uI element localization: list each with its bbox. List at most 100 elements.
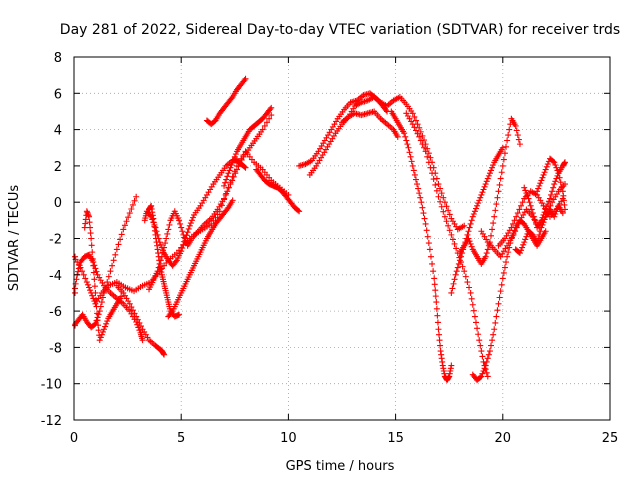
data-point xyxy=(434,319,441,326)
data-point xyxy=(503,259,510,266)
data-point xyxy=(483,178,490,185)
data-point xyxy=(101,289,108,296)
data-point xyxy=(543,203,550,210)
data-point xyxy=(222,179,229,186)
data-point xyxy=(514,132,521,139)
data-point xyxy=(91,276,98,283)
x-tick-label-0: 0 xyxy=(70,431,78,446)
data-point xyxy=(467,289,474,296)
y-tick-label-2: 2 xyxy=(54,160,62,175)
data-point xyxy=(161,244,168,251)
data-point xyxy=(489,337,496,344)
data-point xyxy=(105,273,112,280)
data-point xyxy=(542,166,549,173)
data-point xyxy=(72,285,78,292)
data-point xyxy=(91,283,98,290)
data-point xyxy=(477,374,484,381)
data-point xyxy=(474,202,481,209)
data-point xyxy=(87,287,94,294)
data-point xyxy=(486,170,493,177)
series-arc-19 xyxy=(456,115,523,267)
data-point xyxy=(468,243,475,250)
data-point xyxy=(176,311,183,318)
data-point xyxy=(473,319,479,326)
data-point xyxy=(528,206,535,213)
y-tick-label--8: -8 xyxy=(49,341,62,356)
data-point xyxy=(182,237,189,244)
data-point xyxy=(501,264,508,271)
series-arc-8 xyxy=(146,202,183,320)
data-point xyxy=(540,171,547,178)
data-point xyxy=(72,253,78,260)
data-point xyxy=(448,231,455,238)
data-point xyxy=(438,203,445,210)
data-point xyxy=(544,201,551,208)
data-point xyxy=(538,177,545,184)
data-point xyxy=(90,269,97,276)
data-point xyxy=(461,268,468,275)
data-point xyxy=(84,281,91,288)
data-point xyxy=(488,232,495,239)
data-point xyxy=(267,106,274,113)
data-point xyxy=(541,216,548,223)
series-arc-11 xyxy=(221,104,275,189)
data-point xyxy=(138,323,144,330)
data-point xyxy=(92,289,99,296)
data-point xyxy=(430,176,437,183)
data-point xyxy=(136,327,143,334)
data-point xyxy=(440,194,447,201)
data-point xyxy=(470,307,477,314)
data-point xyxy=(455,260,462,267)
data-point xyxy=(513,224,520,231)
x-tick-label-5: 5 xyxy=(177,431,185,446)
data-point xyxy=(452,271,459,278)
data-point xyxy=(415,185,422,192)
data-point xyxy=(543,163,550,170)
data-point xyxy=(128,304,135,311)
data-point xyxy=(475,200,482,207)
data-point xyxy=(492,319,499,326)
data-point xyxy=(482,362,489,369)
data-point xyxy=(525,195,532,202)
data-point xyxy=(518,202,525,209)
data-point xyxy=(434,312,441,319)
y-tick-label-8: 8 xyxy=(54,51,62,66)
series-arc-16 xyxy=(388,108,455,384)
data-point xyxy=(466,224,473,231)
data-point xyxy=(561,159,568,166)
data-points xyxy=(72,75,568,384)
data-point xyxy=(121,222,128,229)
data-point xyxy=(224,173,231,180)
data-point xyxy=(176,217,183,224)
data-point xyxy=(550,158,557,165)
data-point xyxy=(476,197,483,204)
data-point xyxy=(498,281,505,288)
data-point xyxy=(225,170,232,177)
data-point xyxy=(445,222,452,229)
data-point xyxy=(542,228,549,235)
data-point xyxy=(491,326,498,333)
data-point xyxy=(98,299,105,306)
data-point xyxy=(483,369,490,376)
data-point xyxy=(230,156,237,163)
data-point xyxy=(417,137,424,144)
data-point xyxy=(555,170,562,177)
chart-title: Day 281 of 2022, Sidereal Day-to-day VTE… xyxy=(60,22,620,38)
data-point xyxy=(470,210,477,217)
data-point xyxy=(425,150,432,157)
x-tick-label-15: 15 xyxy=(387,431,404,446)
data-point xyxy=(498,169,505,176)
data-point xyxy=(448,362,455,369)
x-axis-label: GPS time / hours xyxy=(286,459,395,474)
data-point xyxy=(496,181,503,188)
data-point xyxy=(459,263,466,270)
data-point xyxy=(225,184,232,191)
data-point xyxy=(481,183,488,190)
data-point xyxy=(512,228,519,235)
data-point xyxy=(93,303,100,310)
data-point xyxy=(429,170,436,177)
data-point xyxy=(521,239,528,246)
y-tick-label--6: -6 xyxy=(49,305,62,320)
data-point xyxy=(456,257,463,264)
data-point xyxy=(422,220,429,227)
